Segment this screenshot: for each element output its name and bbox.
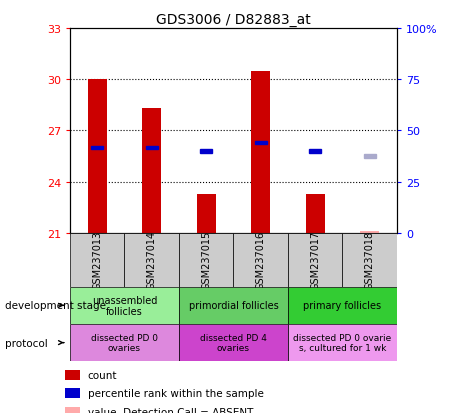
Bar (309, 150, 321, 154)
FancyBboxPatch shape (288, 233, 342, 287)
Text: value, Detection Call = ABSENT: value, Detection Call = ABSENT (88, 407, 253, 413)
Text: dissected PD 4
ovaries: dissected PD 4 ovaries (200, 333, 267, 352)
Text: GSM237017: GSM237017 (310, 230, 320, 290)
Text: dissected PD 0 ovarie
s, cultured for 1 wk: dissected PD 0 ovarie s, cultured for 1 … (293, 333, 391, 352)
FancyBboxPatch shape (234, 233, 288, 287)
FancyBboxPatch shape (70, 287, 179, 324)
FancyBboxPatch shape (70, 233, 124, 287)
Text: development stage: development stage (5, 301, 106, 311)
Text: count: count (88, 370, 117, 380)
FancyBboxPatch shape (179, 324, 288, 361)
Bar (91, 146, 103, 150)
Text: dissected PD 0
ovaries: dissected PD 0 ovaries (91, 333, 158, 352)
Bar (306, 194, 325, 233)
Bar (197, 194, 216, 233)
Bar (65, 407, 80, 413)
Text: unassembled
follicles: unassembled follicles (92, 295, 157, 316)
Bar (364, 155, 376, 159)
Bar (87, 80, 107, 233)
Text: GSM237013: GSM237013 (92, 231, 102, 290)
Text: GSM237016: GSM237016 (256, 231, 266, 290)
Text: percentile rank within the sample: percentile rank within the sample (88, 388, 263, 399)
Text: GSM237014: GSM237014 (147, 231, 156, 290)
Bar (142, 109, 161, 233)
Text: primordial follicles: primordial follicles (189, 301, 278, 311)
FancyBboxPatch shape (179, 287, 288, 324)
Bar (65, 389, 80, 398)
FancyBboxPatch shape (124, 233, 179, 287)
Text: primary follicles: primary follicles (304, 301, 382, 311)
Text: GSM237015: GSM237015 (201, 230, 211, 290)
Bar (146, 146, 158, 150)
FancyBboxPatch shape (288, 324, 397, 361)
FancyBboxPatch shape (288, 287, 397, 324)
Bar (251, 71, 270, 233)
Title: GDS3006 / D82883_at: GDS3006 / D82883_at (156, 12, 311, 26)
Text: GSM237018: GSM237018 (364, 231, 375, 290)
Bar (360, 232, 379, 233)
FancyBboxPatch shape (179, 233, 234, 287)
Bar (200, 150, 212, 154)
Bar (65, 370, 80, 380)
FancyBboxPatch shape (70, 324, 179, 361)
FancyBboxPatch shape (342, 233, 397, 287)
Bar (255, 141, 267, 145)
Text: protocol: protocol (5, 338, 47, 348)
